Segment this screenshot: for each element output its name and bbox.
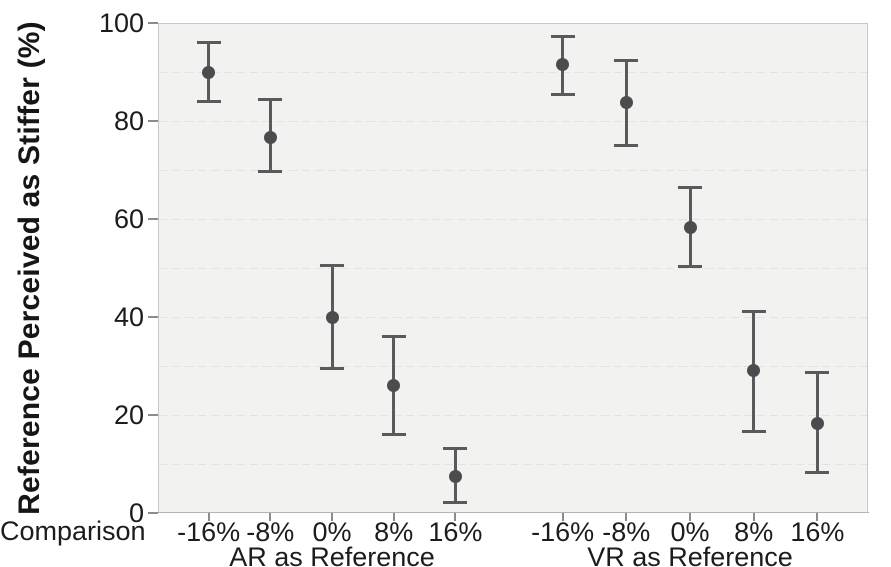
x-tick-mark bbox=[331, 513, 333, 521]
x-tick-label: 8% bbox=[374, 517, 414, 547]
x-tick-mark bbox=[625, 513, 628, 521]
gridline bbox=[159, 219, 867, 220]
x-tick-mark bbox=[454, 513, 457, 521]
y-tick-label: 80 bbox=[113, 106, 144, 136]
y-tick-mark bbox=[148, 120, 158, 122]
error-bar-cap-bottom bbox=[443, 501, 468, 505]
error-bar-cap-bottom bbox=[678, 264, 702, 268]
error-bar-cap-bottom bbox=[258, 169, 283, 173]
error-bar-cap-bottom bbox=[550, 92, 575, 96]
x-tick-mark bbox=[816, 513, 819, 521]
y-axis-title: Reference Perceived as Stiffer (%) bbox=[13, 21, 46, 515]
error-bar-cap-bottom bbox=[196, 99, 221, 103]
x-tick-label: -8% bbox=[246, 517, 295, 547]
x-axis-line bbox=[158, 512, 869, 513]
gridline bbox=[159, 170, 867, 171]
x-group-label: VR as Reference bbox=[587, 542, 793, 567]
data-point bbox=[747, 364, 761, 378]
x-tick-label: 8% bbox=[734, 517, 774, 547]
error-bar-cap-top bbox=[805, 371, 830, 375]
y-tick-mark bbox=[148, 316, 158, 318]
gridline bbox=[159, 72, 867, 73]
y-tick-label: 40 bbox=[113, 302, 144, 332]
error-bar-cap-top bbox=[614, 58, 639, 62]
error-bar-cap-top bbox=[550, 34, 575, 38]
data-point bbox=[619, 96, 633, 110]
x-tick-mark bbox=[752, 513, 755, 521]
y-tick-label: 100 bbox=[98, 8, 144, 38]
gridline bbox=[159, 121, 867, 122]
y-tick-label: 20 bbox=[113, 400, 144, 430]
error-bar-cap-bottom bbox=[805, 471, 830, 475]
gridline bbox=[159, 268, 867, 269]
y-tick-label: 60 bbox=[113, 204, 144, 234]
x-tick-mark bbox=[689, 513, 691, 521]
data-point bbox=[325, 311, 339, 325]
error-bar-cap-top bbox=[443, 446, 468, 450]
data-point bbox=[810, 417, 824, 431]
error-bar-cap-bottom bbox=[741, 430, 766, 434]
x-tick-label: -16% bbox=[177, 517, 241, 547]
y-tick-mark bbox=[148, 218, 158, 220]
x-tick-label: -8% bbox=[602, 517, 651, 547]
x-tick-mark bbox=[207, 513, 210, 521]
x-tick-mark bbox=[392, 513, 395, 521]
y-tick-mark bbox=[148, 512, 158, 514]
gridline bbox=[159, 317, 867, 318]
error-bar-cap-top bbox=[258, 98, 283, 102]
x-tick-label: 0% bbox=[670, 517, 710, 547]
error-bar-cap-bottom bbox=[614, 144, 639, 148]
error-bar-cap-top bbox=[678, 186, 702, 190]
error-bar-cap-bottom bbox=[320, 367, 344, 371]
x-tick-mark bbox=[269, 513, 272, 521]
error-bar-cap-top bbox=[381, 335, 406, 339]
error-bar-cap-top bbox=[196, 41, 221, 45]
x-axis-title: Comparison bbox=[0, 516, 146, 546]
x-tick-label: 16% bbox=[428, 517, 483, 547]
x-group-label: AR as Reference bbox=[229, 542, 435, 567]
data-point bbox=[683, 221, 697, 235]
gridline bbox=[159, 464, 867, 465]
gridline bbox=[159, 366, 867, 367]
y-tick-mark bbox=[148, 414, 158, 416]
error-bar-cap-top bbox=[320, 264, 344, 268]
gridline bbox=[159, 415, 867, 416]
y-tick-label: 0 bbox=[128, 498, 144, 528]
data-point bbox=[448, 470, 462, 484]
x-tick-label: -16% bbox=[531, 517, 595, 547]
error-bar-cap-top bbox=[741, 309, 766, 313]
error-bar-cap-bottom bbox=[381, 433, 406, 437]
data-point bbox=[387, 379, 401, 393]
x-tick-label: 16% bbox=[790, 517, 845, 547]
data-point bbox=[263, 130, 277, 144]
data-point bbox=[202, 65, 216, 79]
x-tick-mark bbox=[561, 513, 564, 521]
y-tick-mark bbox=[148, 22, 158, 24]
data-point bbox=[556, 58, 570, 72]
x-tick-label: 0% bbox=[312, 517, 352, 547]
